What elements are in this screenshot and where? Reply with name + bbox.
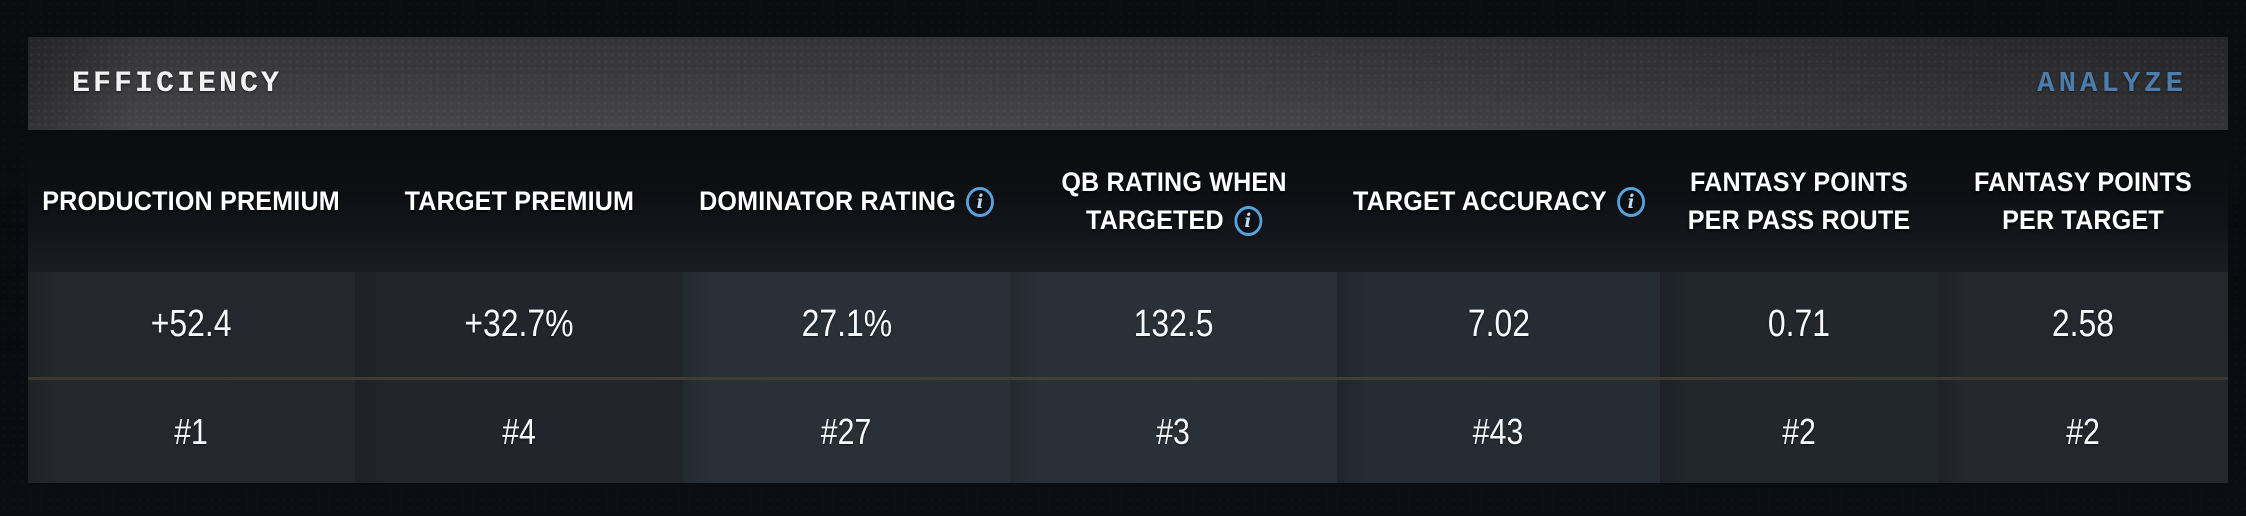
header-production-premium: PRODUCTION PREMIUM: [28, 182, 355, 220]
header-qb-rating-when-targeted: QB RATING WHEN TARGETED i: [1010, 163, 1337, 239]
value-fantasy-points-per-pass-route: 0.71: [1660, 272, 1938, 377]
info-icon[interactable]: i: [966, 187, 994, 217]
stats-rank-row: #1 #4 #27 #3 #43 #2 #2: [28, 380, 2228, 483]
header-label: TARGET ACCURACY: [1352, 186, 1607, 216]
stats-value-row: +52.4 +32.7% 27.1% 132.5 7.02 0.71 2.58: [28, 272, 2228, 377]
value-fantasy-points-per-target: 2.58: [1938, 272, 2228, 377]
rank-qb-rating-when-targeted: #3: [1010, 380, 1337, 483]
value-dominator-rating: 27.1%: [683, 272, 1010, 377]
rank-fantasy-points-per-pass-route: #2: [1660, 380, 1938, 483]
header-label: TARGET PREMIUM: [404, 186, 634, 216]
stats-header-row: PRODUCTION PREMIUM TARGET PREMIUM DOMINA…: [28, 130, 2228, 272]
section-header-bar: EFFICIENCY ANALYZE: [28, 37, 2228, 130]
efficiency-card: EFFICIENCY ANALYZE PRODUCTION PREMIUM TA…: [28, 37, 2228, 483]
section-title: EFFICIENCY: [72, 66, 283, 101]
info-icon[interactable]: i: [1616, 187, 1645, 217]
header-label: DOMINATOR RATING: [699, 186, 956, 216]
header-dominator-rating: DOMINATOR RATING i: [683, 182, 1010, 220]
rank-target-premium: #4: [355, 380, 683, 483]
rank-fantasy-points-per-target: #2: [1938, 380, 2228, 483]
rank-target-accuracy: #43: [1337, 380, 1660, 483]
header-label: QB RATING WHEN TARGETED: [1060, 167, 1287, 235]
header-label: FANTASY POINTS PER PASS ROUTE: [1687, 167, 1911, 235]
value-qb-rating-when-targeted: 132.5: [1010, 272, 1337, 377]
header-target-accuracy: TARGET ACCURACY i: [1337, 182, 1660, 220]
rank-dominator-rating: #27: [683, 380, 1010, 483]
analyze-link[interactable]: ANALYZE: [2037, 67, 2187, 100]
value-target-accuracy: 7.02: [1337, 272, 1660, 377]
header-label: FANTASY POINTS PER TARGET: [1974, 167, 2192, 235]
value-target-premium: +32.7%: [355, 272, 683, 377]
header-target-premium: TARGET PREMIUM: [355, 182, 683, 220]
info-icon[interactable]: i: [1233, 206, 1262, 236]
rank-production-premium: #1: [28, 380, 355, 483]
header-fantasy-points-per-target: FANTASY POINTS PER TARGET: [1938, 163, 2228, 239]
header-label: PRODUCTION PREMIUM: [42, 186, 341, 216]
row-divider: [28, 377, 2228, 380]
value-production-premium: +52.4: [28, 272, 355, 377]
header-fantasy-points-per-pass-route: FANTASY POINTS PER PASS ROUTE: [1660, 163, 1938, 239]
